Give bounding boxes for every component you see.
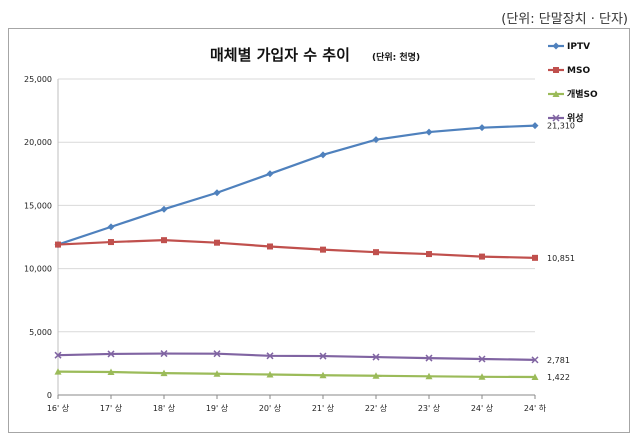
y-tick-label: 20,000 xyxy=(24,138,52,147)
legend: IPTV MSO 개별SO 위성 xyxy=(548,42,598,124)
x-tick-label: 21' 상 xyxy=(312,403,335,413)
axes: 0 5,000 10,000 15,000 20,000 25,000 16' 상 17' 상… xyxy=(24,75,547,413)
legend-label: 개별SO xyxy=(567,88,598,100)
series-2-point xyxy=(531,373,539,381)
series-0-point xyxy=(160,205,168,213)
series-3-point xyxy=(319,352,327,360)
series-line-1 xyxy=(57,239,536,259)
series-1-point xyxy=(479,253,485,260)
legend-label: 위성 xyxy=(567,112,584,124)
series-1-point xyxy=(161,237,167,244)
series-3-point xyxy=(531,356,539,364)
series-0-point xyxy=(107,223,115,231)
y-tick-label: 25,000 xyxy=(24,75,52,84)
series-3-point xyxy=(425,354,433,362)
series-0-point xyxy=(425,128,433,136)
series-0-point xyxy=(319,151,327,159)
series-3-point xyxy=(372,353,380,361)
y-tick-label: 5,000 xyxy=(29,328,52,337)
chart-title: 매체별 가입자 수 추이 xyxy=(210,46,350,64)
x-tick-label: 23' 상 xyxy=(418,403,441,413)
series-1-point xyxy=(108,239,114,246)
series-3-point xyxy=(478,355,486,363)
x-tick-label: 17' 상 xyxy=(100,403,123,413)
end-value-label: 21,310 xyxy=(547,122,575,131)
end-value-label: 1,422 xyxy=(547,373,570,382)
series-1-point xyxy=(320,246,326,253)
series-1-point xyxy=(267,243,273,250)
y-tick-label: 10,000 xyxy=(24,265,52,274)
series-1-point xyxy=(55,241,61,248)
x-tick-label: 24' 상 xyxy=(471,403,494,413)
series-2-point xyxy=(425,372,433,380)
series-2-point xyxy=(266,371,274,378)
series-2-point xyxy=(54,368,62,375)
series-0-point xyxy=(372,136,380,144)
series-line-3 xyxy=(57,352,536,361)
legend-marker xyxy=(553,67,559,73)
series-2-point xyxy=(372,372,380,379)
series-0-point xyxy=(213,189,221,197)
end-value-label: 10,851 xyxy=(547,254,575,263)
series-3-point xyxy=(213,350,221,358)
series-1-point xyxy=(373,249,379,256)
legend-label: MSO xyxy=(567,66,590,76)
end-value-label: 2,781 xyxy=(547,356,570,365)
series-3-point xyxy=(107,350,115,358)
series-3-point xyxy=(266,352,274,360)
series-line-2 xyxy=(57,370,536,379)
series-3-point xyxy=(54,351,62,359)
series-2-point xyxy=(319,371,327,379)
y-tick-label: 15,000 xyxy=(24,201,52,210)
series-0-point xyxy=(478,124,486,132)
series-1-point xyxy=(214,239,220,246)
unit-note: (단위: 단말장치 · 단자) xyxy=(501,12,628,27)
series-1-point xyxy=(426,251,432,258)
series-0-point xyxy=(531,122,539,130)
legend-marker xyxy=(552,42,560,50)
legend-marker xyxy=(552,90,560,97)
x-tick-label: 16' 상 xyxy=(47,403,70,413)
series-group: 21,310 10,851 1,422 2,781 xyxy=(54,122,575,382)
legend-label: IPTV xyxy=(567,42,590,52)
chart-frame xyxy=(8,28,630,433)
grid-lines xyxy=(58,78,535,333)
series-2-point xyxy=(478,373,486,380)
x-tick-label: 20' 상 xyxy=(259,403,282,413)
series-1-point xyxy=(532,254,538,261)
y-tick-label: 0 xyxy=(47,391,52,400)
series-3-point xyxy=(160,350,168,358)
legend-marker xyxy=(552,114,560,122)
series-0-point xyxy=(266,170,274,178)
x-tick-label: 19' 상 xyxy=(206,403,229,413)
series-2-point xyxy=(160,369,168,377)
x-tick-label: 18' 상 xyxy=(153,403,176,413)
series-2-point xyxy=(213,370,221,377)
series-2-point xyxy=(107,368,115,375)
x-tick-label: 22' 상 xyxy=(365,403,388,413)
series-line-0 xyxy=(57,124,536,246)
chart-title-unit: (단위: 천명) xyxy=(372,51,420,63)
x-tick-label: 24' 하 xyxy=(524,403,547,413)
